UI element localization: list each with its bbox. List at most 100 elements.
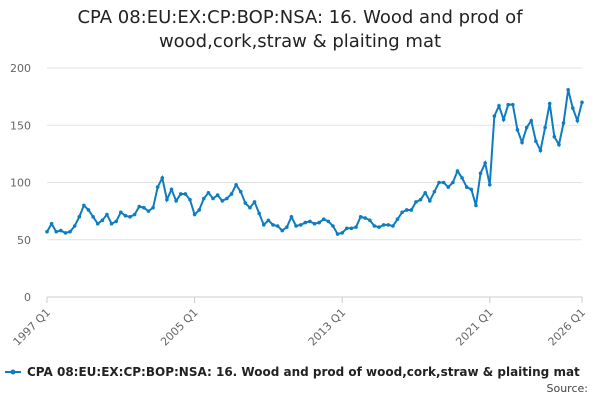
- point: [248, 205, 252, 210]
- x-tick-label: 2021 Q1: [453, 306, 496, 349]
- point: [95, 221, 100, 226]
- y-tick-label: 150: [10, 119, 31, 132]
- point: [460, 176, 464, 180]
- point: [381, 223, 386, 227]
- point: [151, 205, 155, 210]
- point: [243, 201, 248, 205]
- point: [54, 229, 59, 234]
- point: [123, 213, 128, 218]
- point: [580, 100, 584, 105]
- point: [506, 102, 511, 107]
- point: [229, 192, 234, 196]
- point: [520, 140, 524, 145]
- point: [395, 217, 400, 221]
- point: [86, 208, 91, 212]
- point: [215, 193, 220, 197]
- point: [469, 187, 474, 192]
- point: [271, 223, 275, 227]
- point: [45, 229, 49, 234]
- point: [165, 197, 169, 202]
- y-tick-label: 200: [10, 62, 31, 75]
- point: [557, 142, 561, 147]
- point: [547, 101, 552, 106]
- point: [59, 228, 63, 233]
- point: [492, 114, 497, 118]
- point: [432, 189, 437, 194]
- point: [146, 209, 151, 213]
- point: [441, 180, 446, 185]
- point: [206, 191, 211, 195]
- point: [326, 219, 331, 224]
- point: [524, 125, 529, 130]
- point: [63, 231, 68, 235]
- point: [354, 225, 358, 229]
- point: [178, 192, 183, 196]
- point: [543, 125, 547, 130]
- point: [497, 103, 501, 108]
- point: [358, 215, 363, 219]
- chart-title: CPA 08:EU:EX:CP:BOP:NSA: 16. Wood and pr…: [77, 7, 523, 52]
- point: [349, 226, 354, 231]
- point: [308, 219, 312, 224]
- point: [534, 139, 538, 144]
- point: [344, 226, 349, 231]
- point: [72, 224, 77, 228]
- point: [511, 102, 515, 107]
- point: [303, 220, 308, 225]
- point: [137, 204, 142, 209]
- point: [400, 210, 404, 215]
- point: [68, 229, 72, 234]
- x-tick-label: 2013 Q1: [306, 306, 349, 349]
- point: [391, 224, 395, 228]
- point: [331, 224, 335, 228]
- point: [423, 191, 427, 195]
- series-line: [46, 89, 583, 236]
- point: [561, 121, 566, 125]
- y-tick-label: 50: [17, 234, 31, 247]
- point: [261, 223, 266, 227]
- point: [128, 215, 132, 219]
- point: [225, 196, 229, 201]
- x-tick-label: 2005 Q1: [158, 306, 201, 349]
- point: [188, 197, 192, 202]
- point: [501, 117, 506, 122]
- point: [368, 218, 372, 223]
- point: [455, 169, 460, 173]
- point: [174, 199, 178, 203]
- point: [575, 118, 580, 123]
- point: [252, 200, 257, 204]
- point: [570, 106, 575, 110]
- point: [464, 185, 469, 189]
- point: [372, 224, 377, 228]
- point: [202, 196, 206, 201]
- x-tick-label: 2026 Q1: [546, 306, 589, 349]
- point: [386, 223, 391, 227]
- point: [234, 182, 238, 187]
- point: [105, 212, 109, 217]
- point: [82, 203, 86, 208]
- point: [363, 216, 368, 220]
- point: [340, 231, 344, 235]
- point: [446, 185, 451, 189]
- point: [257, 211, 261, 216]
- point: [155, 185, 160, 189]
- point: [377, 225, 381, 229]
- point: [529, 118, 534, 123]
- point: [118, 210, 123, 215]
- source: Source:: [547, 382, 589, 395]
- point: [515, 128, 520, 132]
- point: [280, 228, 285, 233]
- point: [294, 224, 298, 228]
- point: [211, 196, 215, 201]
- point: [77, 215, 82, 219]
- point: [418, 197, 423, 202]
- point: [566, 87, 570, 92]
- point: [451, 180, 455, 185]
- point: [160, 176, 165, 180]
- point: [538, 148, 543, 153]
- point: [169, 187, 174, 192]
- legend-marker: [10, 369, 16, 375]
- point: [91, 215, 95, 219]
